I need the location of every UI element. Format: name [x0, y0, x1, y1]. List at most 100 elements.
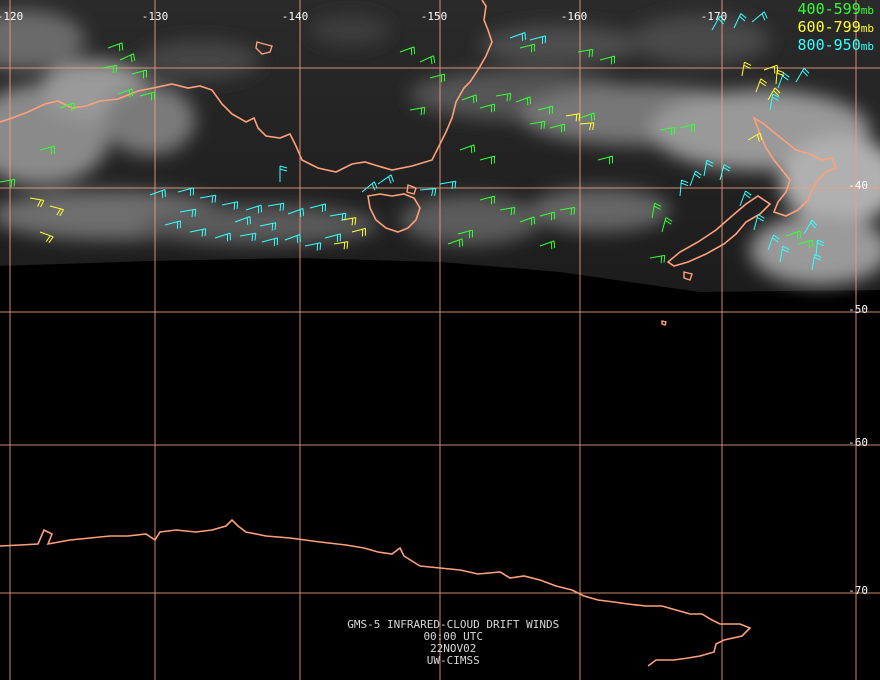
pressure-legend: 400-599mb 600-799mb 800-950mb — [798, 1, 874, 55]
wind-barb — [689, 170, 702, 187]
wind-barb — [214, 232, 231, 242]
legend-item-800-950: 800-950mb — [798, 37, 874, 55]
wind-barb — [775, 69, 785, 85]
wind-barb — [341, 217, 357, 226]
wind-barb — [221, 201, 239, 210]
wind-barb — [39, 145, 55, 155]
wind-barb — [284, 234, 301, 243]
legend-range: 600-799 — [797, 18, 861, 36]
wind-barb — [419, 188, 437, 197]
wind-barb — [39, 231, 54, 243]
wind-barb — [59, 102, 76, 112]
wind-barb — [733, 13, 747, 29]
image-caption: GMS-5 INFRARED-CLOUD DRIFT WINDS 00:00 U… — [0, 607, 880, 679]
legend-unit: mb — [860, 4, 874, 17]
cloud-layer — [0, 10, 880, 285]
wind-barb — [117, 88, 134, 98]
wind-barb — [747, 132, 763, 142]
wind-barbs-600-799mb — [29, 61, 785, 250]
wind-barb — [333, 241, 349, 250]
wind-barb — [785, 230, 802, 240]
legend-item-600-799: 600-799mb — [798, 19, 874, 37]
wind-barb — [29, 197, 45, 208]
wind-barb — [479, 103, 495, 113]
wind-barb — [815, 239, 825, 257]
wind-barb — [0, 178, 16, 188]
wind-barb — [599, 55, 615, 65]
wind-barb — [107, 42, 124, 52]
coastline-island — [255, 41, 273, 55]
wind-barb — [479, 155, 495, 165]
wind-barb — [199, 194, 217, 204]
wind-barb — [767, 234, 780, 251]
wind-barb — [324, 233, 341, 242]
wind-barb — [509, 32, 526, 41]
coastline-island — [683, 271, 693, 281]
wind-barb — [234, 216, 251, 225]
legend-item-400-599: 400-599mb — [798, 1, 874, 19]
wind-barb — [559, 206, 576, 216]
wind-barb — [579, 112, 596, 122]
wind-barb — [259, 222, 277, 231]
wind-barb — [287, 208, 304, 217]
wind-barb — [741, 61, 752, 77]
wind-barb — [177, 187, 194, 196]
wind-barb — [419, 55, 436, 65]
wind-barb — [565, 113, 581, 122]
latitude-label: -70 — [848, 584, 868, 597]
wind-barb — [519, 216, 536, 226]
wind-barb — [459, 144, 476, 154]
latitude-label: -60 — [848, 436, 868, 449]
wind-barb — [131, 69, 147, 79]
wind-barb — [769, 93, 780, 111]
wind-barb — [779, 245, 790, 263]
coastline-tasmania — [367, 193, 421, 233]
wind-barb — [539, 211, 555, 221]
longitude-label: -150 — [420, 10, 448, 23]
wind-barb — [279, 165, 288, 182]
wind-barb — [377, 174, 394, 185]
legend-unit: mb — [860, 22, 874, 35]
wind-barb — [539, 240, 556, 250]
wind-barb — [763, 64, 779, 74]
wind-barb — [519, 43, 535, 53]
wind-barb — [245, 204, 262, 214]
wind-barb — [659, 126, 676, 136]
wind-barb — [499, 206, 516, 216]
wind-barb — [304, 242, 322, 251]
legend-range: 800-950 — [797, 36, 861, 54]
wind-barb — [409, 106, 426, 116]
wind-barb — [149, 189, 166, 198]
legend-unit: mb — [860, 40, 874, 53]
wind-barbs-400-599mb — [0, 42, 813, 264]
wind-barb — [179, 208, 197, 218]
wind-barb — [101, 64, 118, 74]
wind-barb — [537, 105, 553, 115]
wind-barb — [651, 202, 662, 219]
longitude-label: -170 — [700, 10, 728, 23]
wind-barb — [739, 190, 752, 207]
observation-date: 22NOV02 — [430, 642, 477, 655]
longitude-label: -120 — [0, 10, 24, 23]
wind-barb — [751, 11, 768, 23]
longitude-label: -130 — [141, 10, 169, 23]
coastline-australia — [0, 0, 493, 173]
wind-barb — [189, 228, 207, 237]
wind-barb — [351, 227, 366, 237]
credit: UW-CIMSS — [426, 654, 480, 667]
wind-barb — [661, 217, 673, 233]
wind-barb — [164, 220, 181, 229]
wind-barb — [703, 159, 714, 177]
wind-barb — [797, 239, 813, 249]
wind-barb — [479, 195, 495, 205]
wind-barb — [439, 180, 457, 190]
wind-barb — [457, 229, 473, 239]
wind-barb — [767, 87, 781, 101]
wind-barb — [803, 219, 818, 235]
wind-barb — [119, 53, 136, 63]
wind-barb — [755, 78, 767, 93]
wind-barb — [549, 123, 565, 133]
wind-barb — [267, 202, 285, 212]
